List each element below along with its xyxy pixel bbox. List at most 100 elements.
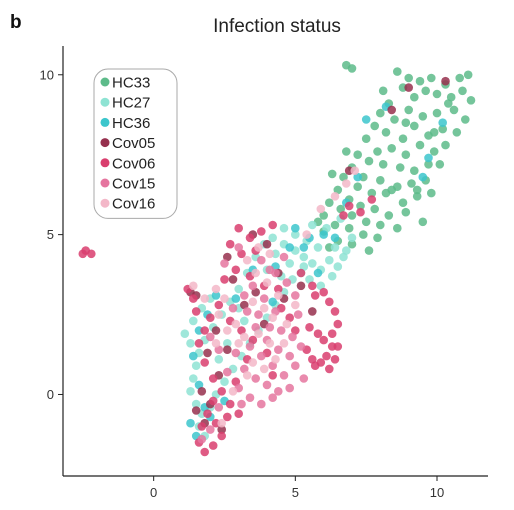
point-cov16-5 [268,313,278,323]
legend-item-hc36: HC36 [100,115,150,132]
point-hc33-32 [387,144,397,153]
point-cov06-50 [319,287,329,297]
point-hc33-42 [353,150,363,159]
legend-label: HC36 [112,115,150,132]
point-hc33-19 [418,112,428,121]
point-cov15-45 [268,393,278,403]
point-cov15-29 [223,367,232,377]
point-cov05-23 [308,307,317,316]
point-cov05-8 [211,326,221,335]
point-cov06-56 [285,313,295,323]
point-hc33-34 [415,140,425,150]
legend-box [93,68,178,219]
series-cov15 [197,243,309,444]
point-cov16-23 [330,192,340,201]
point-cov15-27 [245,393,255,403]
point-hc33-18 [404,105,414,115]
point-hc33-35 [429,147,439,156]
point-hc27-17 [316,281,326,291]
point-hc33-50 [427,188,436,198]
point-hc33-74 [359,230,368,239]
point-hc27-9 [313,243,323,252]
point-cov06-27 [203,409,212,419]
point-cov16-16 [211,284,221,294]
point-cov16-10 [271,355,280,364]
point-cov06-3 [268,220,278,230]
point-hc33-83 [387,185,397,195]
point-cov15-8 [242,307,252,316]
point-cov06-25 [234,409,243,419]
point-cov15-31 [206,332,215,342]
point-cov06-62 [339,211,348,220]
point-cov05-12 [251,287,260,297]
point-hc33-8 [463,70,473,80]
x-tick-label: 0 [150,485,157,500]
point-hc33-20 [432,108,442,118]
point-cov15-5 [254,310,263,319]
point-hc36-7 [211,291,221,300]
point-cov15-40 [291,291,300,300]
point-cov15-28 [257,399,266,409]
point-hc33-61 [370,204,380,214]
point-cov06-26 [208,396,218,406]
point-hc33-28 [381,128,391,137]
point-cov05-24 [197,387,207,396]
point-cov05-7 [240,300,249,310]
point-cov06-30 [200,447,209,457]
point-hc33-54 [367,188,377,198]
point-hc33-60 [356,201,365,211]
point-cov15-44 [237,399,246,409]
point-cov06-43 [325,364,334,374]
point-hc33-2 [393,67,402,76]
point-cov05-11 [223,345,232,355]
point-hc33-57 [327,169,337,179]
chart-title: Infection status [213,16,341,37]
point-hc27-48 [180,329,190,339]
point-hc27-34 [191,399,201,409]
point-hc36-2 [319,230,329,239]
point-cov06-24 [225,399,235,409]
legend-item-hc33: HC33 [100,75,150,92]
point-hc33-73 [344,223,354,233]
point-cov06-45 [333,342,343,351]
point-cov06-1 [245,233,255,243]
point-cov05-18 [217,425,226,434]
point-hc33-5 [427,73,436,83]
legend-label: Cov16 [112,196,155,213]
point-hc33-4 [415,76,425,86]
point-cov16-2 [274,291,283,300]
point-cov15-16 [279,371,289,380]
point-cov16-0 [251,268,260,278]
point-cov16-34 [242,371,252,380]
point-cov16-19 [254,243,263,252]
point-cov15-42 [206,425,215,434]
point-hc33-62 [384,211,394,220]
point-cov05-14 [296,281,306,291]
point-hc33-23 [452,128,462,137]
point-hc36-26 [268,297,278,307]
point-hc27-21 [347,233,357,243]
point-hc36-19 [438,118,448,127]
point-hc36-17 [418,172,428,182]
point-cov16-3 [259,303,269,313]
point-cov06-63 [344,201,354,211]
point-cov06-64 [356,207,365,217]
point-hc33-29 [370,121,380,131]
point-cov15-39 [279,252,289,262]
point-cov16-33 [234,339,243,348]
point-hc27-18 [327,271,337,281]
point-hc33-85 [401,118,411,127]
point-hc33-36 [441,140,450,150]
point-hc27-11 [291,230,300,239]
point-hc33-39 [395,163,405,172]
point-hc27-0 [268,233,278,243]
point-cov16-30 [211,339,221,348]
point-hc33-51 [412,192,422,201]
point-hc33-67 [361,217,371,227]
legend: HC33 HC27 HC36 Cov05 Cov06 Cov15 Cov16 [93,68,178,219]
point-hc33-17 [390,115,399,124]
point-hc27-6 [325,255,334,265]
point-hc33-68 [347,211,357,220]
point-hc27-60 [240,316,249,326]
point-hc33-3 [404,73,414,83]
